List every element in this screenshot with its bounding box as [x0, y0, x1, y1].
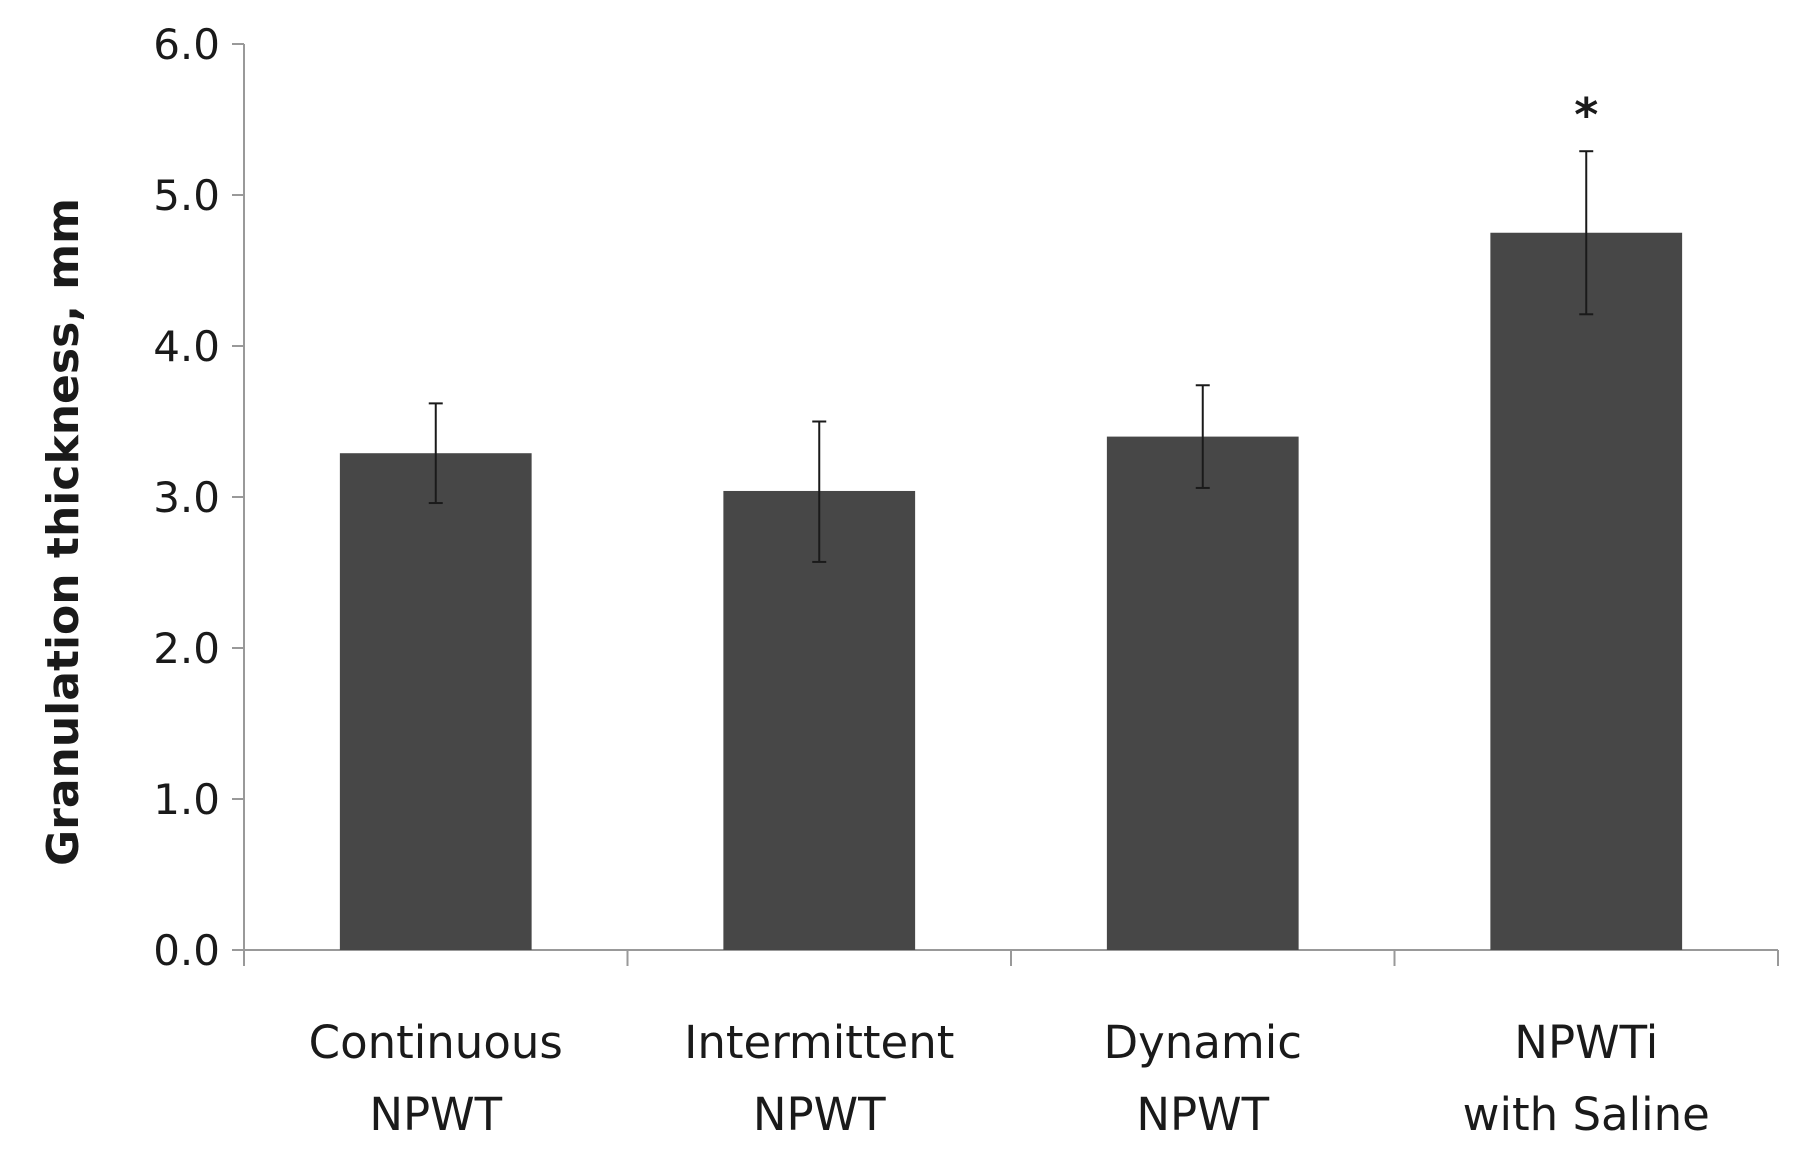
y-tick-label: 0.0 [153, 926, 220, 975]
x-category-label: with Saline [1463, 1088, 1710, 1141]
y-tick-label: 4.0 [153, 322, 220, 371]
y-tick-label: 2.0 [153, 624, 220, 673]
error-bar [1579, 150, 1594, 316]
category-labels: Continuous NPWT Intermittent NPWT Dynamic NPW… [309, 1016, 1710, 1141]
y-tick-label: 6.0 [153, 20, 220, 69]
annotations: * [1574, 88, 1598, 142]
bar [723, 490, 916, 950]
error-bars [428, 150, 1594, 563]
bar [1106, 436, 1299, 951]
x-category-label: Intermittent [684, 1016, 954, 1069]
x-category-label: NPWTi [1514, 1016, 1658, 1069]
significance-marker: * [1574, 88, 1598, 142]
error-bar [1195, 384, 1210, 489]
x-category-label: NPWT [1136, 1088, 1269, 1141]
error-bar [812, 420, 827, 563]
bar [1490, 232, 1683, 950]
y-ticks: 0.0 1.0 2.0 3.0 4.0 5.0 6.0 [153, 20, 244, 975]
bars [339, 232, 1683, 951]
x-category-label: NPWT [753, 1088, 886, 1141]
x-ticks [243, 950, 1779, 966]
y-tick-label: 3.0 [153, 473, 220, 522]
x-category-label: NPWT [369, 1088, 502, 1141]
y-tick-label: 1.0 [153, 775, 220, 824]
error-bar [428, 402, 443, 505]
x-category-label: Dynamic [1104, 1016, 1302, 1069]
y-axis-title: Granulation thickness, mm [38, 198, 89, 866]
x-category-label: Continuous [309, 1016, 563, 1069]
y-tick-label: 5.0 [153, 171, 220, 220]
bar [339, 453, 532, 950]
